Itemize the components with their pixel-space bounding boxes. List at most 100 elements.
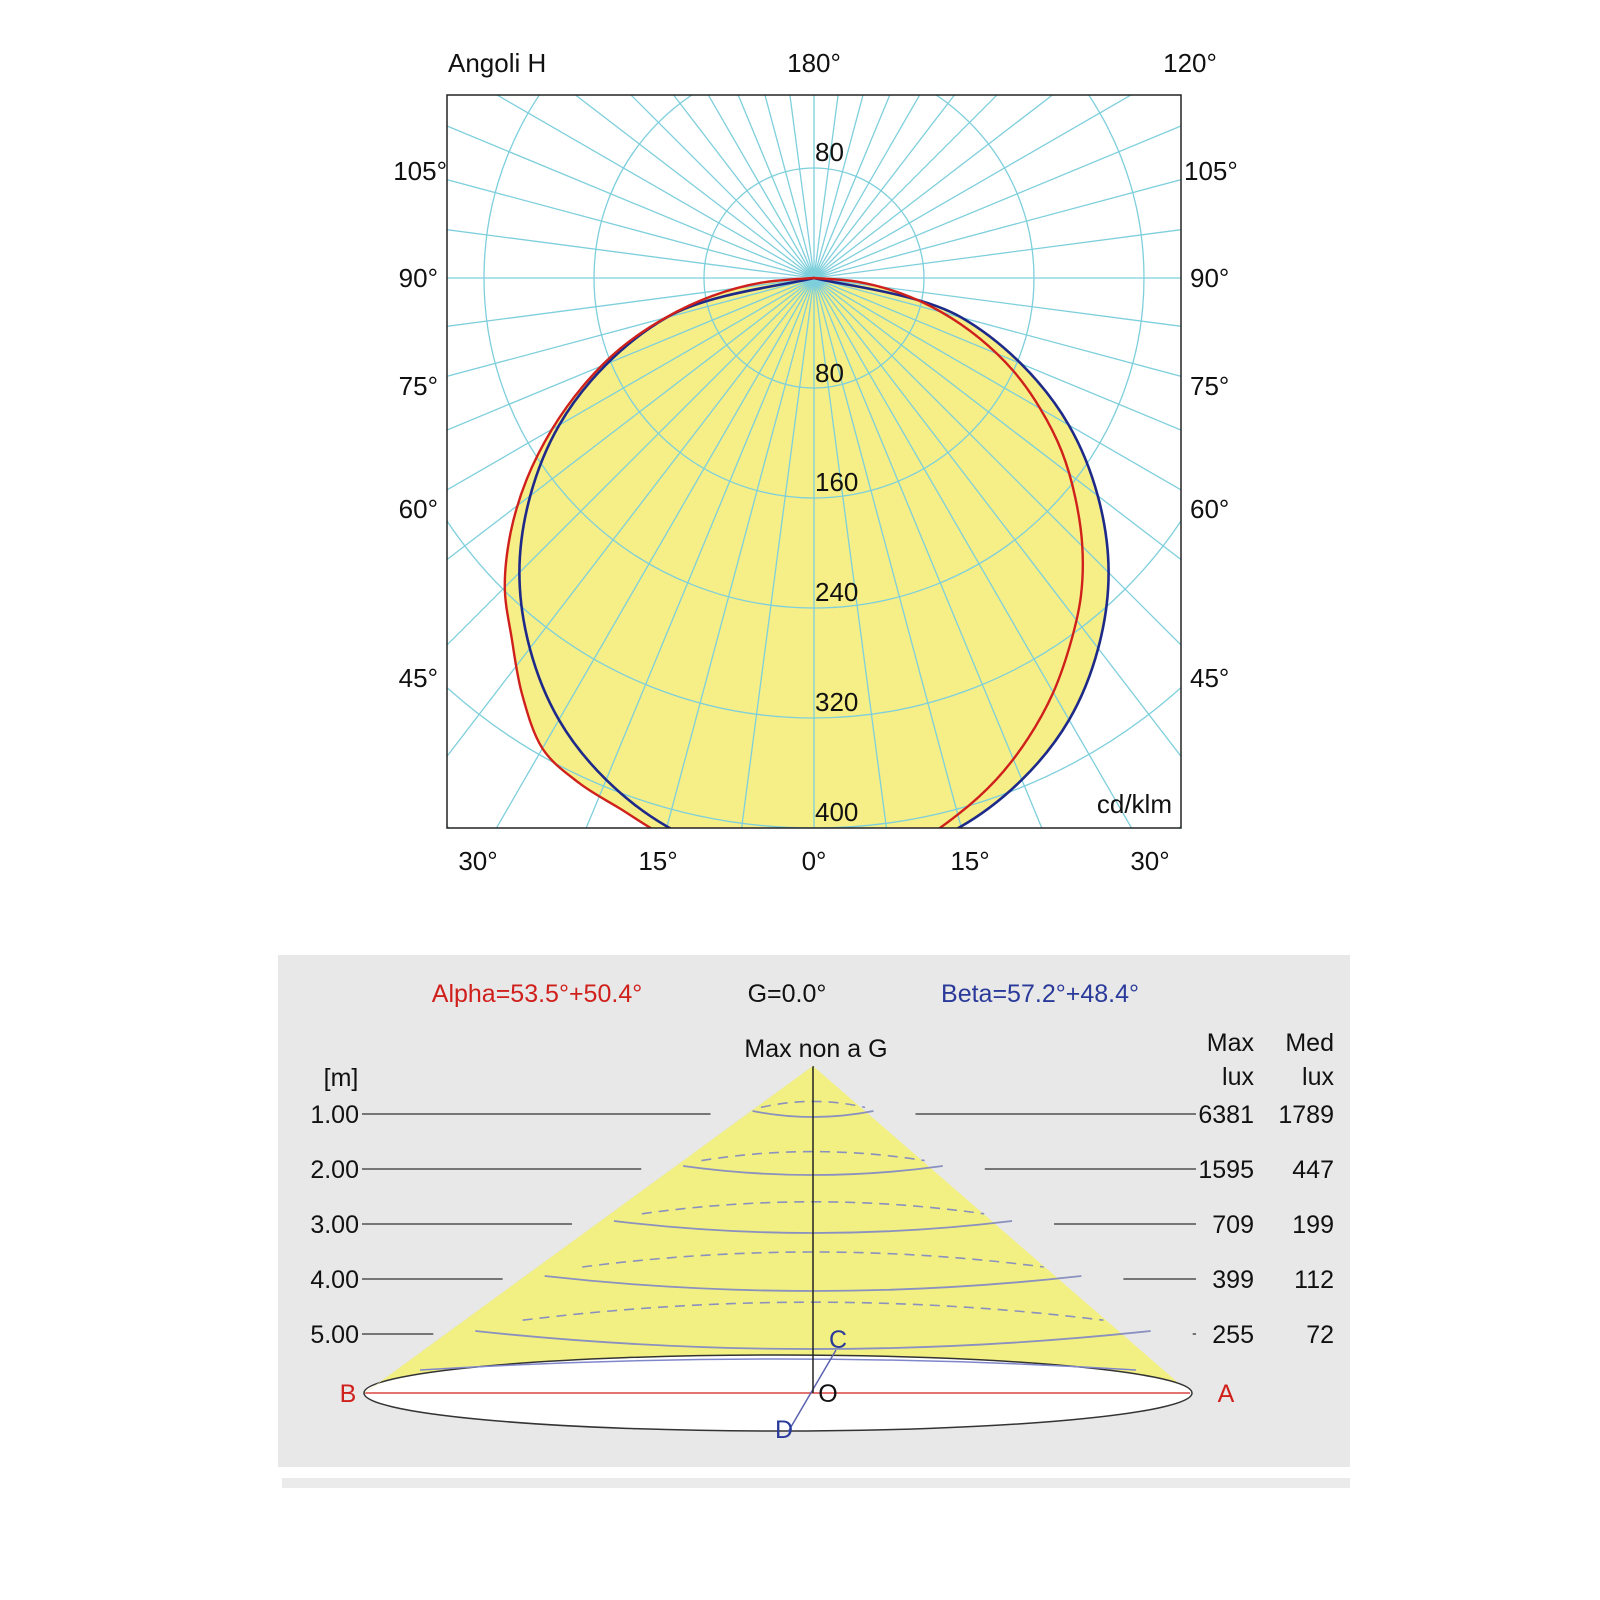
- polar-fill-area-red: [504, 278, 1083, 828]
- grid-ray: [447, 125, 815, 279]
- cone-base-back-arc: [419, 1358, 1137, 1371]
- unit-m-label: [m]: [324, 1064, 359, 1092]
- med-header-1: Med: [1285, 1029, 1334, 1057]
- grid-ray: [447, 277, 815, 327]
- max-header-1: Max: [1207, 1029, 1255, 1057]
- grid-ray: [813, 277, 1181, 646]
- cone-body: [365, 1066, 1190, 1393]
- row-distance: 4.00: [310, 1266, 359, 1294]
- grid-ray: [672, 95, 815, 279]
- grid-ray: [813, 277, 1133, 828]
- cone-panel-footer: [282, 1478, 1350, 1488]
- angle-label-bottom-30-left: 30°: [458, 846, 497, 876]
- grid-ray: [813, 125, 1181, 279]
- beta-label: Beta=57.2°+48.4°: [941, 980, 1139, 1008]
- polar-title: Angoli H: [448, 48, 546, 78]
- angle-label-right-45: 45°: [1190, 663, 1229, 693]
- angle-label-left-45: 45°: [399, 663, 438, 693]
- grid-ray: [813, 277, 1181, 378]
- radial-label-400: 400: [815, 797, 858, 827]
- cone-ring-back: [582, 1251, 1044, 1268]
- series-blue-curve: [518, 276, 1110, 828]
- grid-ray: [447, 277, 815, 646]
- angle-label-left-105: 105°: [393, 156, 447, 186]
- angle-label-top-right: 120°: [1163, 48, 1217, 78]
- grid-ray: [813, 277, 963, 828]
- point-o-label: O: [818, 1380, 837, 1408]
- grid-ray: [789, 95, 815, 279]
- row-max-lux: 709: [1212, 1211, 1254, 1239]
- radial-label-80: 80: [815, 358, 844, 388]
- point-d-label: D: [775, 1416, 793, 1444]
- row-distance: 1.00: [310, 1101, 359, 1129]
- grid-ray: [813, 95, 891, 279]
- angle-label-right-90: 90°: [1190, 263, 1229, 293]
- grid-ray: [737, 95, 815, 279]
- grid-ray: [764, 95, 815, 279]
- grid-ray: [813, 178, 1181, 279]
- row-max-lux: 1595: [1198, 1156, 1254, 1184]
- grid-ray: [813, 95, 1133, 279]
- angle-label-bottom-15-right: 15°: [950, 846, 989, 876]
- polar-chart: Angoli H 180° 120° 105° 90° 75° 60° 45° …: [393, 48, 1238, 876]
- grid-ray: [813, 277, 1043, 828]
- row-med-lux: 199: [1292, 1211, 1334, 1239]
- row-max-lux: 6381: [1198, 1101, 1254, 1129]
- radial-label-80-upper: 80: [815, 137, 844, 167]
- grid-ray: [813, 95, 921, 279]
- grid-ray: [813, 277, 1181, 431]
- point-c-label: C: [829, 1326, 847, 1354]
- grid-ray: [813, 95, 1054, 279]
- angle-label-top-center: 180°: [787, 48, 841, 78]
- grid-ray: [740, 277, 815, 828]
- grid-ray: [813, 277, 1181, 327]
- angle-label-left-60: 60°: [399, 494, 438, 524]
- polar-frame: [446, 94, 1182, 829]
- angle-label-left-90: 90°: [399, 263, 438, 293]
- angle-label-right-60: 60°: [1190, 494, 1229, 524]
- grid-ray: [447, 178, 815, 279]
- apex-label: Max non a G: [744, 1035, 887, 1063]
- grid-ray: [585, 277, 815, 828]
- point-a-label: A: [1218, 1380, 1235, 1408]
- row-med-lux: 1789: [1278, 1101, 1334, 1129]
- grid-ray: [495, 95, 815, 279]
- angle-label-right-75: 75°: [1190, 371, 1229, 401]
- grid-ray: [813, 277, 1181, 758]
- grid-ray: [665, 277, 815, 828]
- grid-ray: [813, 95, 998, 279]
- polar-unit-label: cd/klm: [1097, 789, 1172, 819]
- med-header-2: lux: [1302, 1063, 1334, 1091]
- grid-ray: [447, 277, 815, 431]
- grid-ray: [630, 95, 815, 279]
- angle-label-left-75: 75°: [399, 371, 438, 401]
- angle-label-bottom-30-right: 30°: [1130, 846, 1169, 876]
- point-b-label: B: [340, 1380, 357, 1408]
- row-max-lux: 399: [1212, 1266, 1254, 1294]
- grid-ray: [813, 277, 888, 828]
- row-med-lux: 447: [1292, 1156, 1334, 1184]
- cone-ring-back: [701, 1150, 925, 1162]
- radial-label-160: 160: [815, 467, 858, 497]
- axis-c-d: [787, 1349, 837, 1433]
- grid-ray: [447, 277, 815, 491]
- gamma-label: G=0.0°: [748, 980, 827, 1008]
- alpha-label: Alpha=53.5°+50.4°: [432, 980, 642, 1008]
- grid-ray: [813, 229, 1181, 279]
- radial-label-320: 320: [815, 687, 858, 717]
- grid-ray: [813, 95, 864, 279]
- grid-ray: [813, 95, 956, 279]
- grid-ray: [447, 277, 815, 561]
- grid-ray: [813, 277, 1181, 561]
- angle-label-bottom-15-left: 15°: [638, 846, 677, 876]
- grid-ray: [495, 277, 815, 828]
- series-red-curve: [503, 276, 1085, 828]
- angle-label-bottom-0: 0°: [802, 846, 827, 876]
- grid-ray: [447, 277, 815, 378]
- row-distance: 2.00: [310, 1156, 359, 1184]
- row-max-lux: 255: [1212, 1321, 1254, 1349]
- grid-ray: [574, 95, 815, 279]
- cone-left-edge: [364, 1065, 814, 1394]
- row-med-lux: 112: [1294, 1266, 1334, 1294]
